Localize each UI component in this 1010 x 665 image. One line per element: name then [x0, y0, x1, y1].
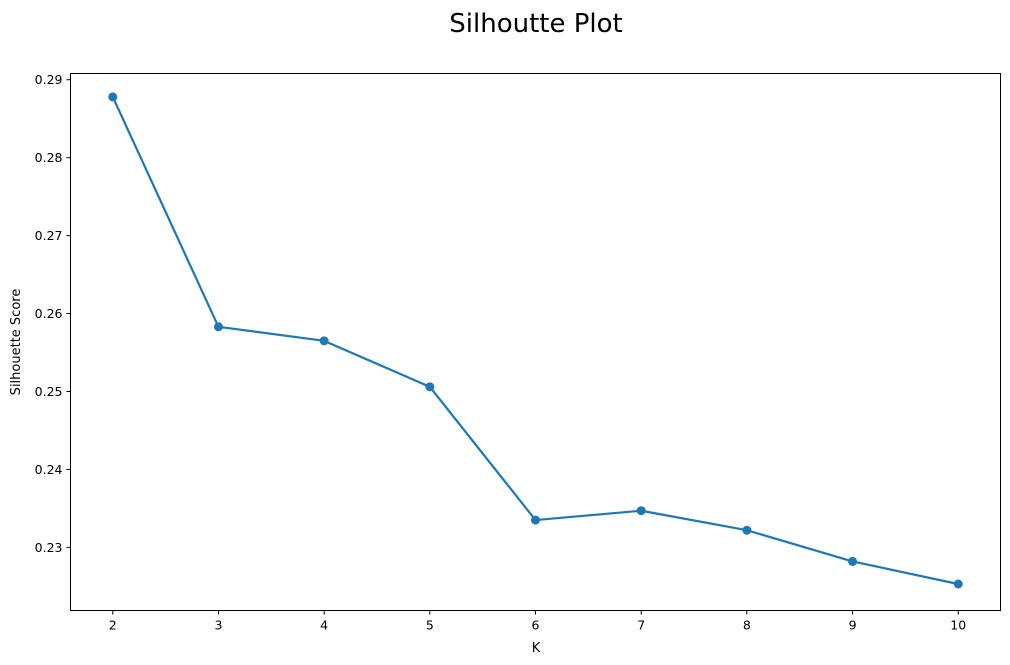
x-tick-label: 10 — [950, 618, 966, 633]
data-point — [425, 382, 435, 392]
data-point — [953, 579, 963, 589]
x-tick-label: 9 — [849, 618, 857, 633]
x-tick-label: 3 — [214, 618, 222, 633]
y-tick-label: 0.27 — [35, 228, 63, 243]
data-point — [636, 506, 646, 516]
x-tick-label: 2 — [109, 618, 117, 633]
series-line — [111, 95, 960, 586]
y-tick-label: 0.28 — [35, 150, 63, 165]
x-axis-ticks: 2 3 4 5 6 7 8 9 10 — [109, 610, 966, 633]
series-layer — [108, 92, 963, 589]
y-tick-label: 0.29 — [35, 72, 63, 87]
data-point — [319, 336, 329, 346]
y-tick-label: 0.23 — [35, 540, 63, 555]
y-axis-ticks: 0.23 0.24 0.25 0.26 0.27 0.28 0.29 — [35, 72, 71, 555]
x-tick-label: 7 — [637, 618, 645, 633]
x-tick-label: 5 — [426, 618, 434, 633]
data-point — [742, 525, 752, 535]
x-axis-label: K — [532, 641, 541, 656]
y-axis-label: Silhouette Score — [9, 289, 24, 396]
x-tick-label: 4 — [320, 618, 328, 633]
chart-title: Silhoutte Plot — [449, 9, 622, 39]
data-point — [531, 515, 540, 525]
y-tick-label: 0.24 — [35, 462, 63, 477]
x-tick-label: 6 — [532, 618, 540, 633]
data-point — [213, 322, 223, 332]
x-tick-label: 8 — [743, 618, 751, 633]
plot-area-frame — [70, 73, 1001, 611]
data-point — [108, 92, 118, 102]
y-tick-label: 0.25 — [35, 384, 63, 399]
data-point — [848, 556, 858, 566]
y-tick-label: 0.26 — [35, 306, 63, 321]
